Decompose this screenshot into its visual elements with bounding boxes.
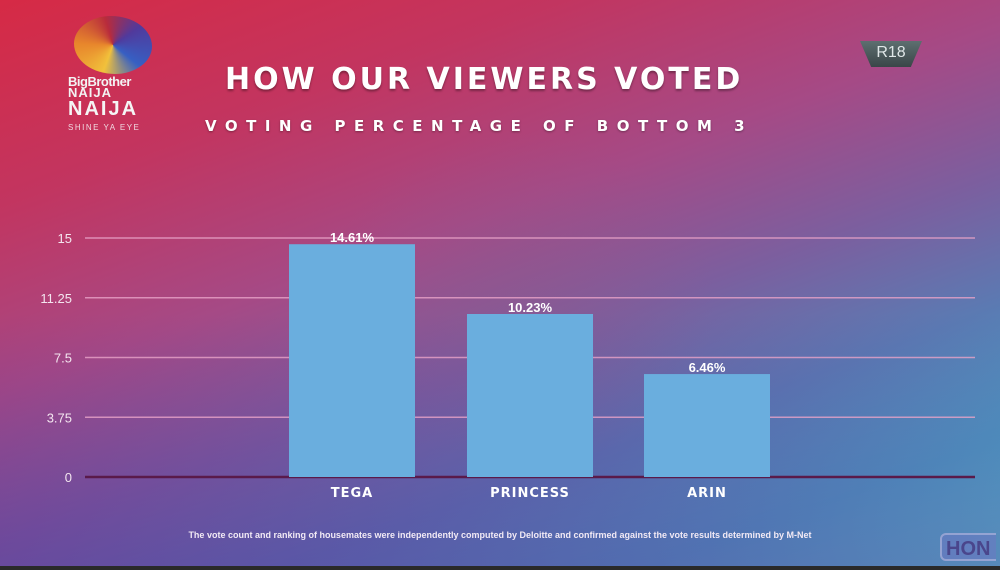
y-tick-label: 0	[65, 470, 72, 485]
bars	[289, 244, 770, 477]
y-tick-label: 7.5	[54, 351, 72, 366]
x-tick-label: ARIN	[687, 486, 727, 501]
rating-badge: R18	[860, 41, 922, 67]
logo-tagline: SHINE YA EYE	[68, 123, 141, 132]
x-tick-label: TEGA	[331, 486, 373, 501]
y-tick-label: 11.25	[40, 291, 72, 306]
data-label: 6.46%	[689, 360, 726, 375]
bar-arin	[644, 374, 770, 477]
show-logo: BigBrother NAIJA NAIJA SHINE YA EYE	[68, 16, 168, 132]
logo-text-naija: NAIJA	[68, 98, 139, 120]
data-labels: 14.61% 10.23% 6.46%	[330, 230, 726, 375]
footnote: The vote count and ranking of housemates…	[188, 530, 812, 540]
eye-logo-icon	[74, 16, 152, 74]
chart-title: HOW OUR VIEWERS VOTED	[225, 62, 744, 97]
y-axis-ticks: 0 3.75 7.5 11.25 15	[40, 231, 72, 485]
y-tick-label: 15	[58, 231, 72, 246]
logo-text-naija-small: NAIJA	[68, 85, 113, 100]
x-tick-label: PRINCESS	[490, 486, 570, 501]
bar-tega	[289, 244, 415, 477]
logo-text-bigbrother: BigBrother	[68, 74, 131, 89]
chart-subtitle: VOTING PERCENTAGE OF BOTTOM 3	[205, 117, 754, 135]
bar-princess	[467, 314, 593, 477]
x-axis-ticks: TEGA PRINCESS ARIN	[331, 486, 727, 501]
data-label: 10.23%	[508, 300, 553, 315]
y-tick-label: 3.75	[47, 410, 72, 425]
data-label: 14.61%	[330, 230, 375, 245]
channel-watermark: HON	[940, 533, 996, 561]
